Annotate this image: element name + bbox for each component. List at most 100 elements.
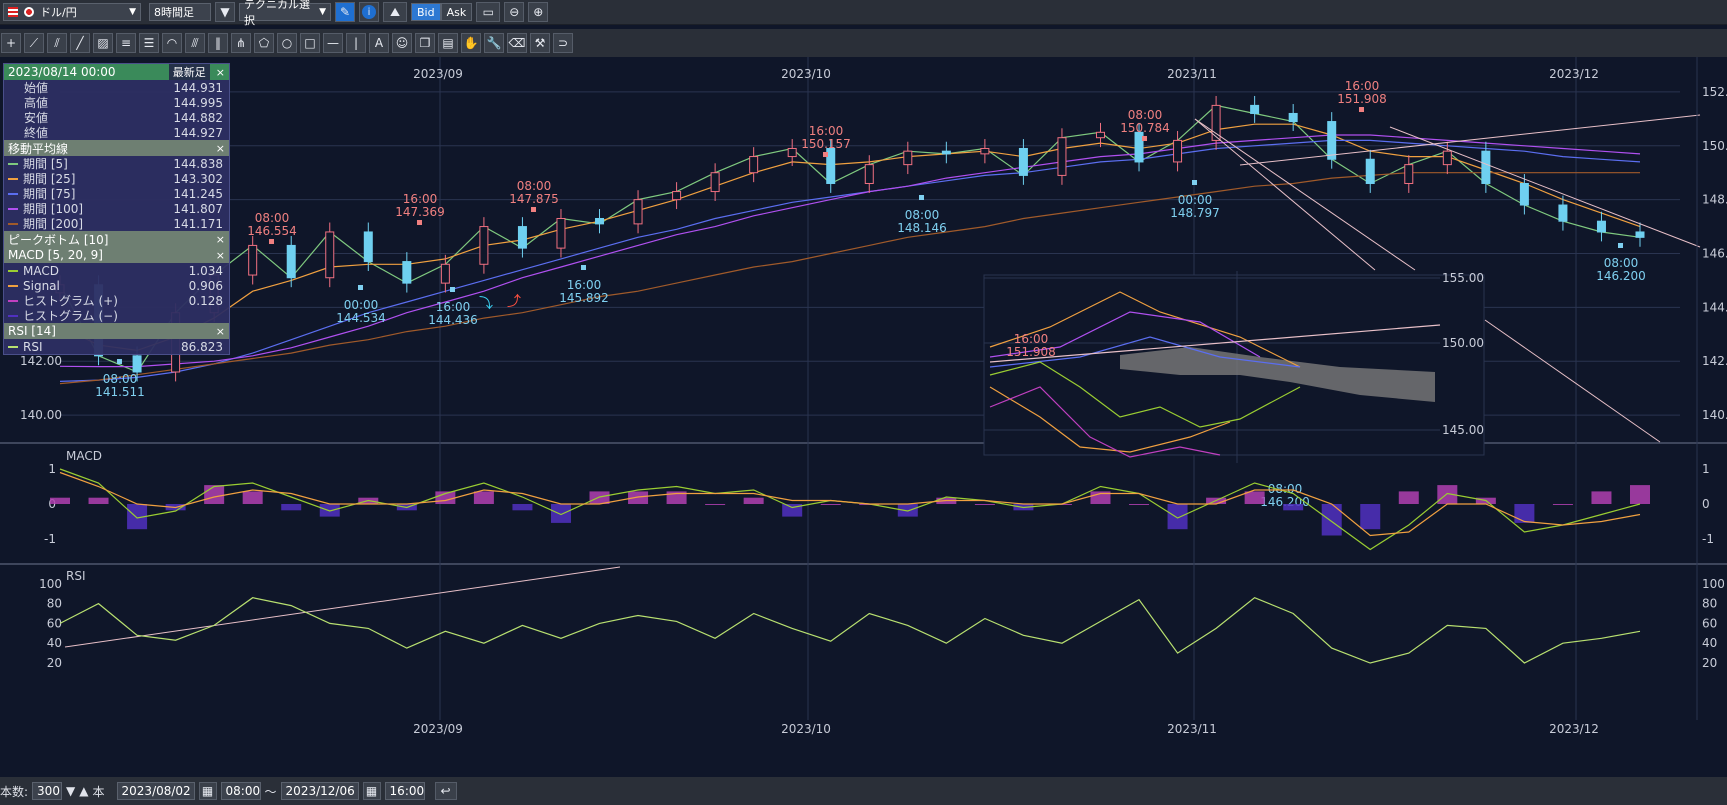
macd-label-text: ヒストグラム (+) xyxy=(23,294,118,308)
from-time-input[interactable]: 08:00 xyxy=(220,782,261,800)
date-label-top: 2023/11 xyxy=(1167,67,1217,81)
rsi-tick-right: 80 xyxy=(1702,597,1717,611)
red-arrow-icon: ⤴ xyxy=(507,294,521,310)
date-label-top: 2023/09 xyxy=(413,67,463,81)
arc-tool[interactable]: ◠ xyxy=(162,33,182,53)
zoom-out-button[interactable]: ⊖ xyxy=(504,2,525,22)
count-up-icon[interactable]: ▲ xyxy=(79,784,89,798)
crosshair-tool[interactable]: + xyxy=(1,33,21,53)
macd-histogram-bar xyxy=(974,504,995,505)
emoji-tool[interactable]: ☺ xyxy=(392,33,412,53)
candle-body xyxy=(787,147,797,158)
rsi-title-label: RSI xyxy=(66,569,86,583)
to-time-input[interactable]: 16:00 xyxy=(384,782,425,800)
candle-body xyxy=(1057,137,1067,176)
ray-icon: ╱ xyxy=(76,36,84,50)
ohlc-row: 終値 144.927 xyxy=(4,125,229,141)
lines-icon: ≡ xyxy=(120,36,132,50)
ma-row: 期間 [5] 144.838 xyxy=(4,156,229,171)
fan-tool[interactable]: ⫻ xyxy=(185,33,205,53)
ruler-tool[interactable]: ▨ xyxy=(93,33,113,53)
date-label-bottom: 2023/10 xyxy=(781,722,831,736)
symbol-select[interactable]: ドル/円 ▼ xyxy=(3,3,141,21)
annotation-marker xyxy=(358,285,363,290)
hline-tool[interactable]: — xyxy=(323,33,343,53)
candle-body xyxy=(1404,164,1414,184)
macd-histogram-bar xyxy=(1630,485,1650,504)
ma-label: 期間 [25] xyxy=(8,170,173,187)
price-axis-left-label: 140.00 xyxy=(20,408,62,422)
channel-tool[interactable]: ⫽ xyxy=(47,33,67,53)
ohlc-value: 144.882 xyxy=(173,110,223,125)
screen-button[interactable]: ▭ xyxy=(476,2,501,22)
magnet-icon: ⊃ xyxy=(557,36,569,50)
pen-tool-button[interactable]: ✎ xyxy=(335,2,355,22)
timeframe-select[interactable]: 8時間足 xyxy=(149,3,211,21)
rsi-value: 86.823 xyxy=(181,339,223,354)
fibonacci-tool[interactable]: ☰ xyxy=(139,33,159,53)
from-calendar-button[interactable]: ▦ xyxy=(198,782,217,800)
close-icon[interactable]: × xyxy=(215,141,225,155)
wrench-icon: 🔧 xyxy=(486,36,502,50)
ohlc-label: 始値 xyxy=(8,79,173,96)
top-toolbar: ドル/円 ▼ 8時間足 ▼ テクニカル選択 ▼ ✎ i ⛰ Bid Ask ▭ … xyxy=(0,0,1727,27)
price-axis-label: 148.00 xyxy=(1702,193,1727,207)
candle-body xyxy=(248,244,258,276)
price-axis-label: 142.00 xyxy=(1702,354,1727,368)
bid-toggle[interactable]: Bid xyxy=(411,3,441,21)
pentagon-tool[interactable]: ⬠ xyxy=(254,33,274,53)
to-calendar-button[interactable]: ▦ xyxy=(362,782,381,800)
count-input[interactable]: 300 xyxy=(32,782,63,800)
candle-body xyxy=(903,150,913,166)
rsi-tick-left: 100 xyxy=(39,577,62,591)
arc-icon: ◠ xyxy=(166,36,178,50)
trendline-tool[interactable]: ⟋ xyxy=(24,33,44,53)
ohlc-row: 始値 144.931 xyxy=(4,79,229,96)
from-date-input[interactable]: 2023/08/02 xyxy=(116,782,195,800)
select-tool[interactable]: ▤ xyxy=(438,33,458,53)
price-axis-label: 140.00 xyxy=(1702,408,1727,422)
technical-select[interactable]: テクニカル選択 ▼ xyxy=(239,0,331,27)
vertical-lines-tool[interactable]: ‖ xyxy=(208,33,228,53)
refresh-button[interactable]: ↩ xyxy=(434,782,457,800)
hand-tool[interactable]: ✋ xyxy=(461,33,481,53)
copy-tool[interactable]: ❐ xyxy=(415,33,435,53)
chart-area[interactable]: 152.00 150.00 148.00 146.00 144.00 142.00 140.… xyxy=(0,57,1727,777)
close-icon[interactable]: × xyxy=(215,248,225,262)
vline-tool[interactable]: | xyxy=(346,33,366,53)
pen-icon: ✎ xyxy=(339,5,351,19)
candle-body xyxy=(440,263,450,284)
magnet-tool[interactable]: ⊃ xyxy=(553,33,573,53)
zoom-in-button[interactable]: ⊕ xyxy=(528,2,549,22)
annotation-price: 147.369 xyxy=(395,205,445,219)
timeframe-label: 8時間足 xyxy=(154,6,194,19)
text-icon: A xyxy=(374,36,384,50)
timeframe-dropdown-button[interactable]: ▼ xyxy=(215,2,235,22)
pitchfork-tool[interactable]: ⋔ xyxy=(231,33,251,53)
macd-row: MACD 1.034 xyxy=(4,263,229,278)
horizontal-lines-tool[interactable]: ≡ xyxy=(116,33,136,53)
latest-bar-badge[interactable]: 最新足 xyxy=(168,64,210,80)
chart-type-button[interactable]: ⛰ xyxy=(383,2,407,22)
ma-value: 144.838 xyxy=(173,156,223,171)
to-date-input[interactable]: 2023/12/06 xyxy=(280,782,359,800)
close-icon[interactable]: × xyxy=(215,324,225,338)
eraser-tool[interactable]: ⌫ xyxy=(507,33,527,53)
ma-header: 移動平均線 × xyxy=(4,140,229,156)
candle-body xyxy=(1095,131,1105,139)
settings-tool[interactable]: 🔧 xyxy=(484,33,504,53)
info-button[interactable]: i xyxy=(359,2,379,22)
properties-tool[interactable]: ⚒ xyxy=(530,33,550,53)
close-icon[interactable]: × xyxy=(215,65,225,79)
ray-tool[interactable]: ╱ xyxy=(70,33,90,53)
annotation-price: 141.511 xyxy=(95,385,145,399)
date-label-bottom: 2023/11 xyxy=(1167,722,1217,736)
text-tool[interactable]: A xyxy=(369,33,389,53)
circle-tool[interactable]: ○ xyxy=(277,33,297,53)
close-icon[interactable]: × xyxy=(215,232,225,246)
macd-label-text: Signal xyxy=(23,278,60,293)
ohlc-value: 144.927 xyxy=(173,125,223,140)
rectangle-tool[interactable]: □ xyxy=(300,33,320,53)
ask-toggle[interactable]: Ask xyxy=(440,3,473,21)
count-down-icon[interactable]: ▼ xyxy=(66,784,76,798)
